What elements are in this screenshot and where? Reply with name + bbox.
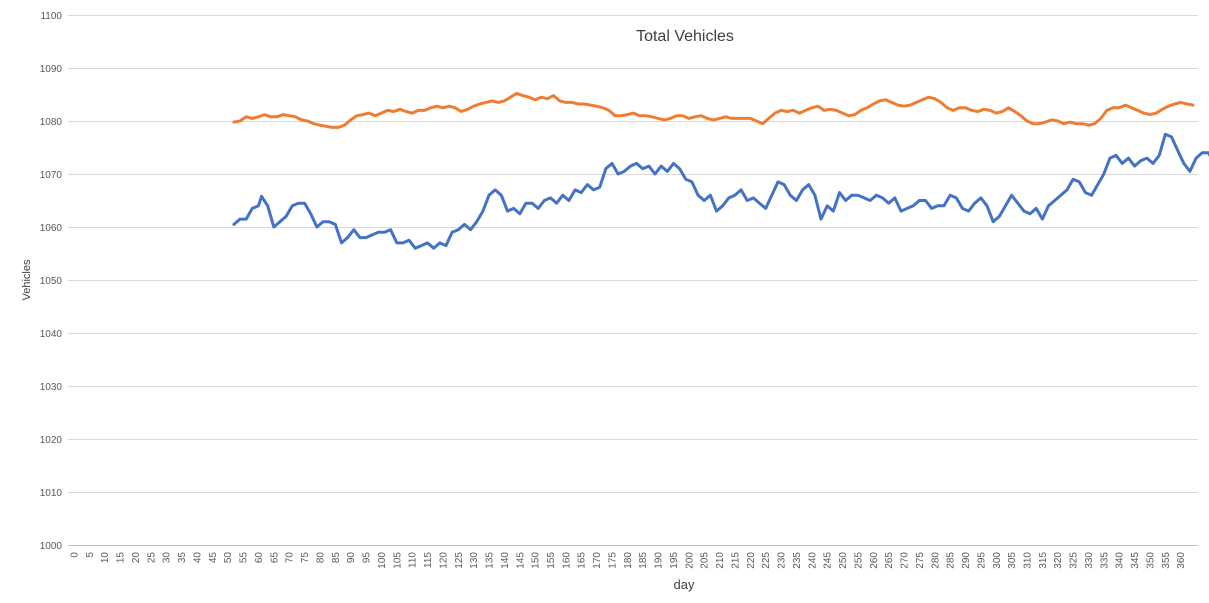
- y-tick-label: 1080: [40, 117, 63, 128]
- x-tick-label: 110: [408, 552, 419, 568]
- x-tick-label: 135: [485, 552, 496, 569]
- x-tick-label: 25: [146, 552, 157, 564]
- x-tick-label: 305: [1007, 552, 1018, 569]
- x-tick-label: 310: [1022, 552, 1033, 569]
- x-tick-label: 210: [715, 552, 726, 569]
- x-tick-label: 185: [638, 552, 649, 569]
- x-tick-label: 165: [577, 552, 588, 569]
- y-tick-label: 1000: [40, 541, 63, 552]
- x-tick-label: 65: [269, 552, 280, 564]
- x-tick-label: 255: [853, 552, 864, 569]
- x-tick-label: 95: [362, 552, 373, 564]
- x-tick-label: 160: [561, 552, 572, 569]
- x-tick-label: 60: [254, 552, 265, 564]
- y-tick-label: 1060: [40, 223, 63, 234]
- x-tick-label: 325: [1069, 552, 1080, 569]
- x-tick-label: 30: [162, 552, 173, 564]
- gridlines: [68, 15, 1198, 546]
- x-tick-label: 345: [1130, 552, 1141, 569]
- x-tick-label: 260: [869, 552, 880, 569]
- x-tick-label: 340: [1115, 552, 1126, 569]
- x-tick-label: 285: [946, 552, 957, 569]
- x-tick-label: 10: [100, 552, 111, 564]
- x-tick-label: 240: [807, 552, 818, 569]
- y-tick-label: 1010: [40, 488, 63, 499]
- x-tick-label: 355: [1161, 552, 1172, 569]
- x-tick-label: 20: [131, 552, 142, 564]
- x-tick-label: 265: [884, 552, 895, 569]
- x-tick-label: 295: [976, 552, 987, 569]
- x-tick-label: 195: [669, 552, 680, 569]
- x-tick-label: 290: [961, 552, 972, 569]
- x-tick-label: 45: [208, 552, 219, 564]
- x-tick-label: 300: [992, 552, 1003, 569]
- x-tick-label: 100: [377, 552, 388, 569]
- series-line-1: [232, 132, 1209, 250]
- x-tick-label: 320: [1053, 552, 1064, 569]
- y-tick-label: 1050: [40, 276, 63, 287]
- y-tick-label: 1090: [40, 64, 63, 75]
- x-tick-label: 215: [730, 552, 741, 569]
- x-tick-label: 0: [70, 552, 81, 558]
- x-tick-label: 150: [531, 552, 542, 569]
- y-axis-title: Vehicles: [21, 259, 33, 300]
- x-tick-label: 55: [239, 552, 250, 564]
- x-tick-label: 105: [392, 552, 403, 569]
- x-axis-tick-labels: 0 5 10 15 20 25 30 35 40 45 50 55 60 65 70 75 80 85 90 95 10…: [70, 552, 1188, 569]
- series-line-2: [232, 91, 1195, 129]
- chart-title: Total Vehicles: [636, 28, 734, 45]
- y-tick-label: 1100: [40, 11, 62, 22]
- x-tick-label: 120: [438, 552, 449, 569]
- x-tick-label: 155: [546, 552, 557, 569]
- series-lines: [232, 91, 1209, 250]
- y-tick-label: 1030: [40, 382, 63, 393]
- x-tick-label: 180: [623, 552, 634, 569]
- x-tick-label: 70: [285, 552, 296, 564]
- x-tick-label: 190: [654, 552, 665, 569]
- x-tick-label: 75: [300, 552, 311, 564]
- x-tick-label: 90: [346, 552, 357, 564]
- x-tick-label: 35: [177, 552, 188, 564]
- y-axis-tick-labels: 1000 1010 1020 1030 1040 1050 1060 1070 1080 1090…: [40, 11, 63, 552]
- x-tick-label: 230: [777, 552, 788, 569]
- x-tick-label: 225: [761, 552, 772, 569]
- x-tick-label: 175: [607, 552, 618, 569]
- x-tick-label: 15: [116, 552, 127, 564]
- y-tick-label: 1020: [40, 435, 63, 446]
- x-tick-label: 275: [915, 552, 926, 569]
- x-tick-label: 335: [1099, 552, 1110, 569]
- x-tick-label: 140: [500, 552, 511, 569]
- x-tick-label: 280: [930, 552, 941, 569]
- x-tick-label: 80: [315, 552, 326, 564]
- x-tick-label: 145: [515, 552, 526, 569]
- x-tick-label: 235: [792, 552, 803, 569]
- x-tick-label: 130: [469, 552, 480, 569]
- y-tick-label: 1040: [40, 329, 63, 340]
- x-tick-label: 5: [85, 552, 96, 558]
- y-tick-label: 1070: [40, 170, 63, 181]
- x-tick-label: 220: [746, 552, 757, 569]
- x-tick-label: 170: [592, 552, 603, 569]
- x-tick-label: 245: [823, 552, 834, 569]
- x-tick-label: 115: [423, 552, 434, 568]
- x-tick-label: 40: [192, 552, 203, 564]
- x-tick-label: 85: [331, 552, 342, 564]
- x-tick-label: 205: [700, 552, 711, 569]
- x-axis-title: day: [674, 577, 695, 592]
- x-tick-label: 360: [1176, 552, 1187, 569]
- x-tick-label: 270: [900, 552, 911, 569]
- x-tick-label: 125: [454, 552, 465, 569]
- x-tick-label: 315: [1038, 552, 1049, 569]
- x-tick-label: 50: [223, 552, 234, 564]
- x-tick-label: 200: [684, 552, 695, 569]
- x-tick-label: 250: [838, 552, 849, 569]
- x-tick-label: 350: [1145, 552, 1156, 569]
- x-tick-label: 330: [1084, 552, 1095, 569]
